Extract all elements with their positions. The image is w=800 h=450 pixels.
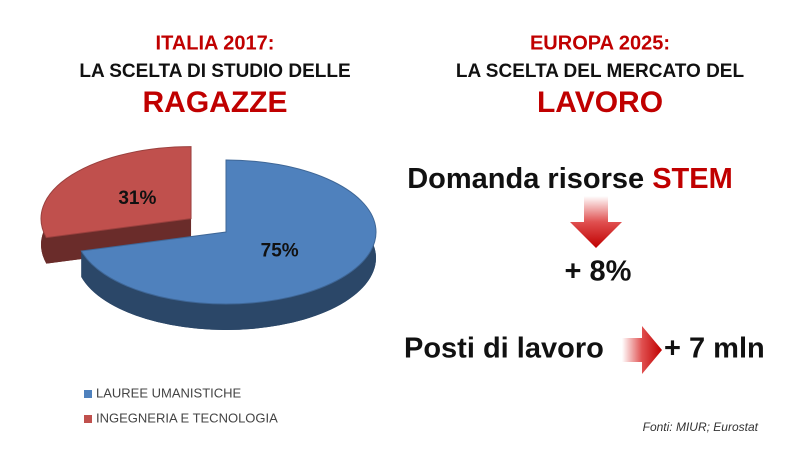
right-heading-line3: LAVORO xyxy=(537,86,663,119)
legend-swatch xyxy=(84,390,92,398)
stem-label: Domanda risorse xyxy=(407,163,644,195)
right-heading-line2: LA SCELTA DEL MERCATO DEL xyxy=(456,61,745,82)
left-heading-line1: ITALIA 2017: xyxy=(156,32,275,54)
jobs-change: + 7 mln xyxy=(664,333,765,365)
jobs-label: Posti di lavoro xyxy=(404,333,604,365)
data-label: 31% xyxy=(118,188,156,209)
stem-change: + 8% xyxy=(565,256,632,288)
left-heading-line3: RAGAZZE xyxy=(143,86,288,119)
pie-slice xyxy=(40,146,192,239)
data-label: 75% xyxy=(261,241,299,262)
source: Fonti: MIUR; Eurostat xyxy=(643,420,759,434)
stem-highlight: STEM xyxy=(652,163,733,195)
down-arrow xyxy=(570,196,622,248)
pie-slice xyxy=(80,159,377,305)
left-heading-line2: LA SCELTA DI STUDIO DELLE xyxy=(79,61,350,82)
right-arrow xyxy=(622,326,662,374)
stem-line: Domanda risorse STEM xyxy=(407,163,733,195)
legend-entry: INGEGNERIA E TECNOLOGIA xyxy=(96,410,278,425)
right-heading-line1: EUROPA 2025: xyxy=(530,32,670,54)
legend-entry: LAUREE UMANISTICHE xyxy=(96,385,242,400)
legend-swatch xyxy=(84,415,92,423)
